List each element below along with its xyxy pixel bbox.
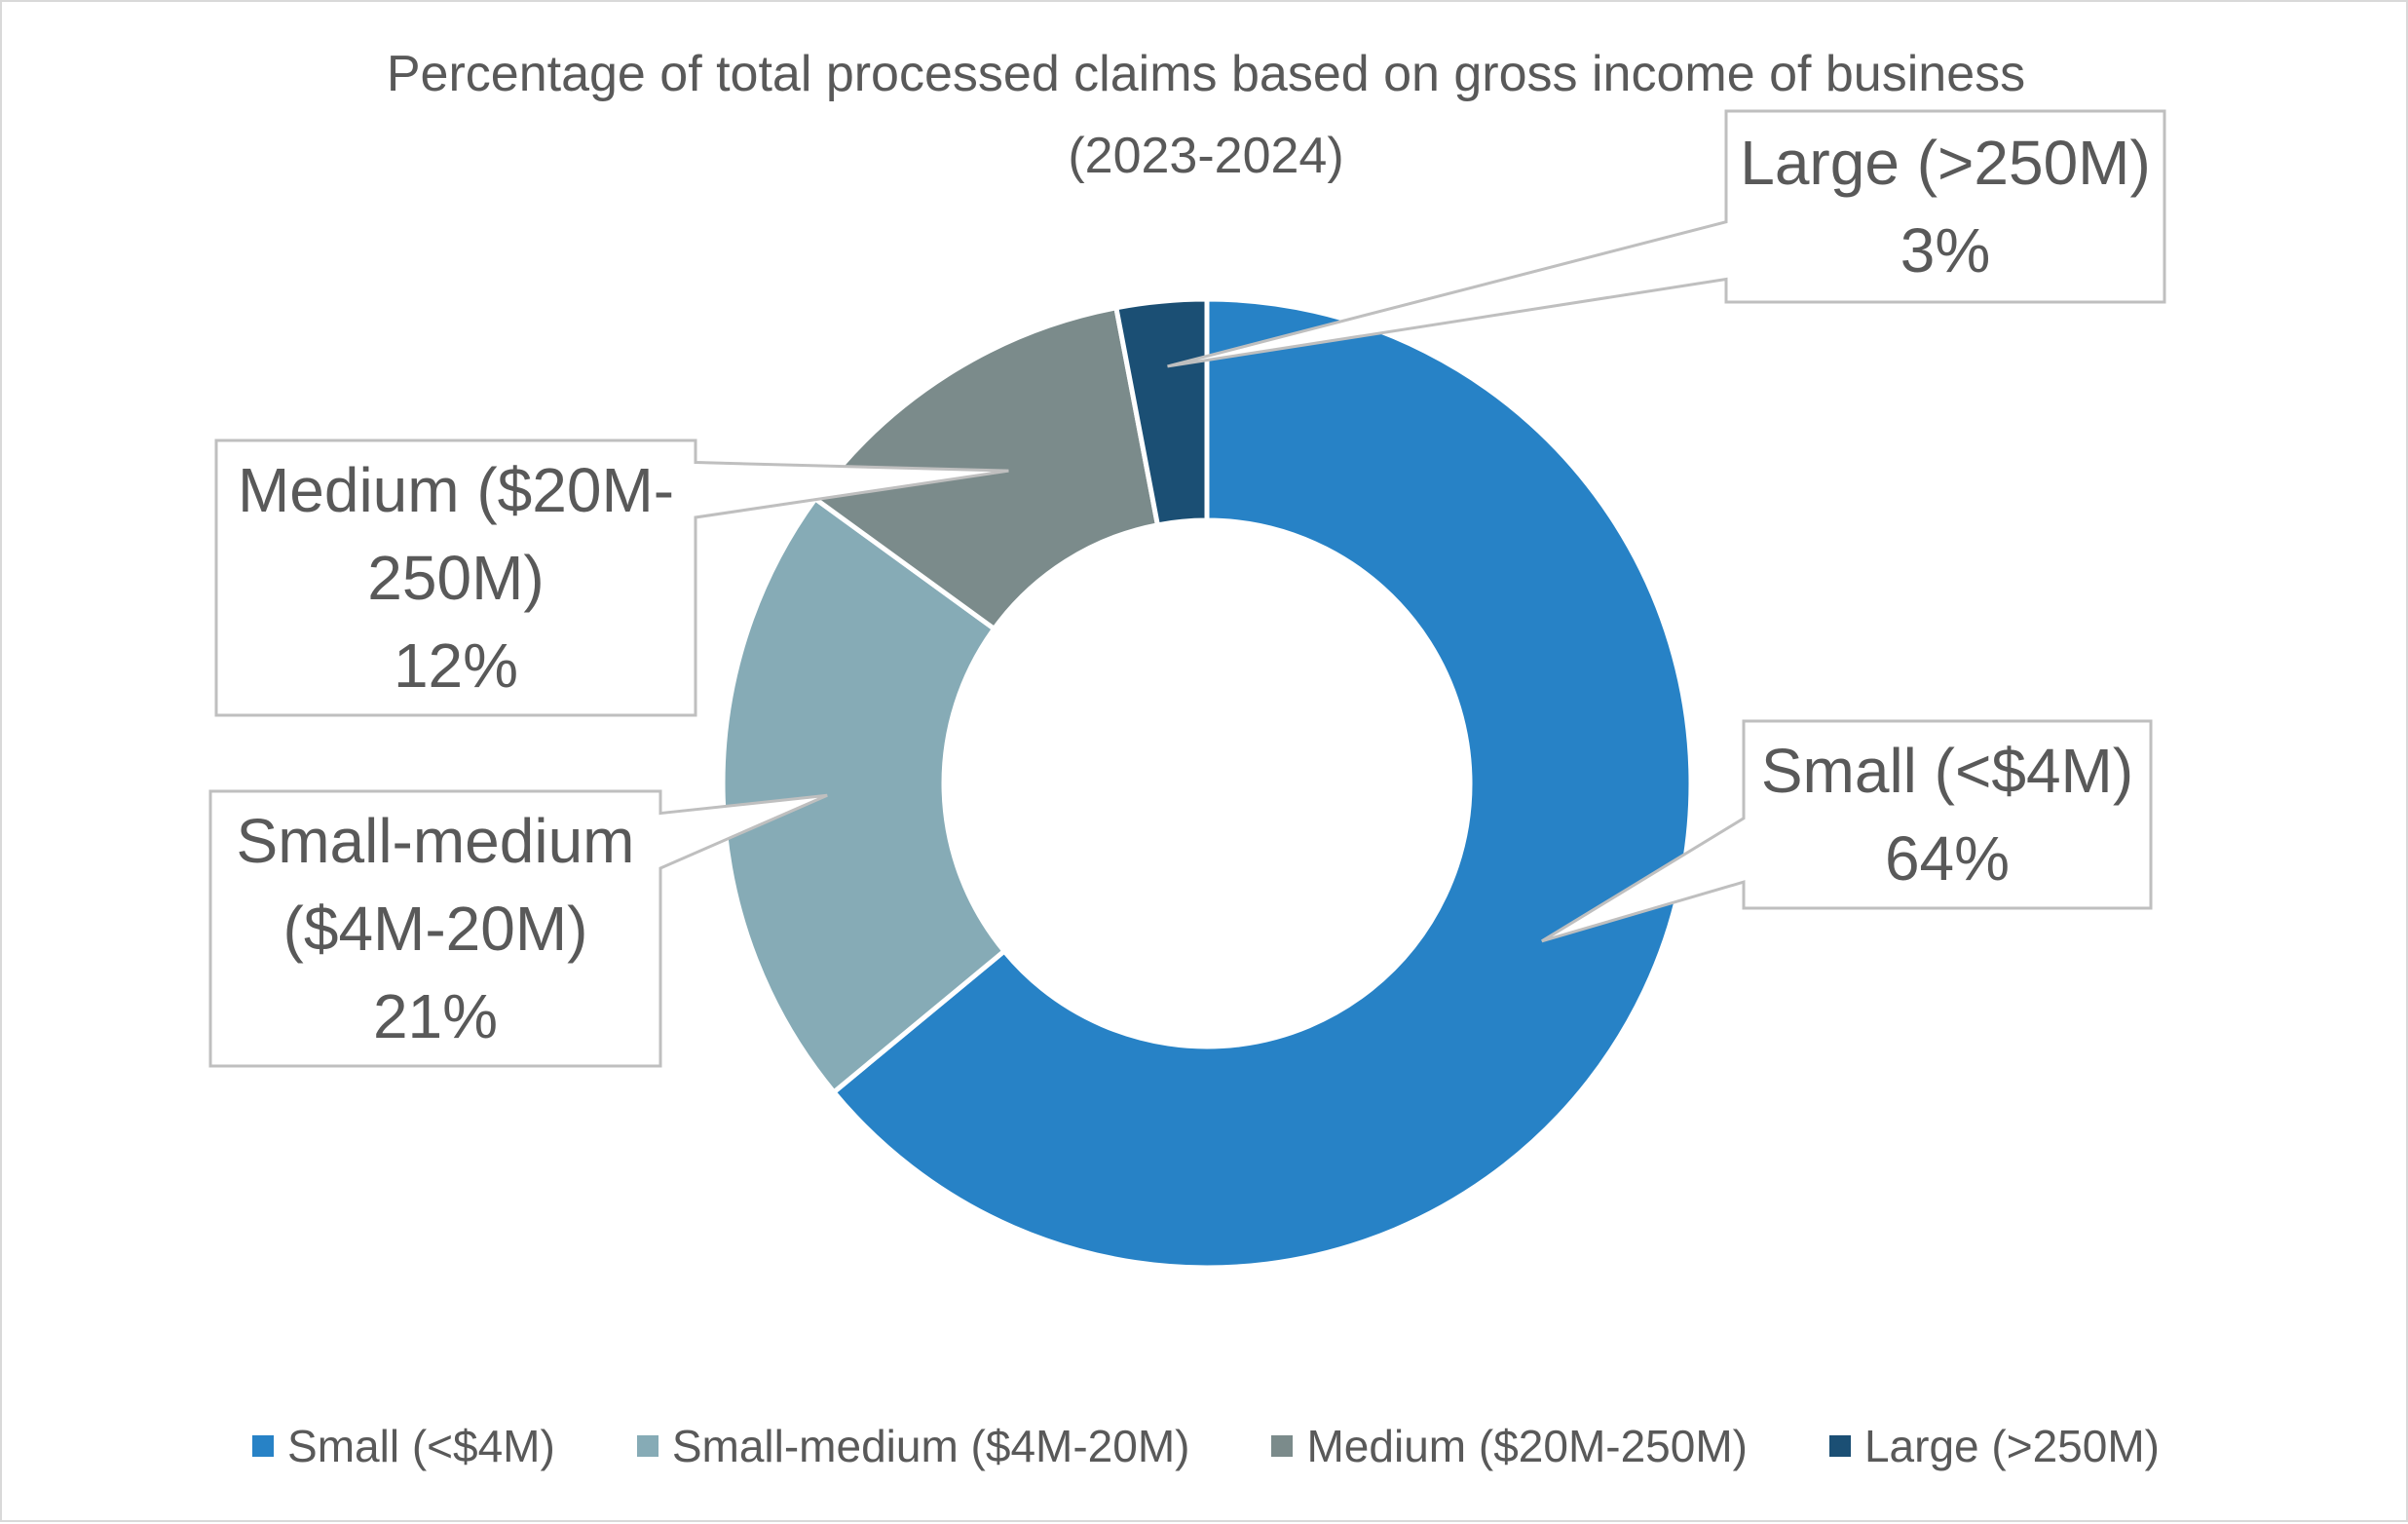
- legend-swatch: [1828, 1435, 1851, 1457]
- chart-title-line-1: Percentage of total processed claims bas…: [386, 46, 2026, 102]
- legend-swatch: [1271, 1435, 1294, 1457]
- legend-label: Small (<$4M): [287, 1421, 555, 1471]
- donut-slice-2: [811, 304, 1161, 632]
- data-label-category-line: Small (<$4M): [1760, 736, 2134, 806]
- data-label-0: Small (<$4M) 64%: [1744, 727, 2151, 902]
- donut-slice-3: [1112, 296, 1210, 528]
- data-label-percent: 21%: [372, 981, 499, 1051]
- data-label-2: Medium ($20M- 250M) 12%: [216, 446, 696, 709]
- donut-slice-0: [830, 296, 1694, 1271]
- data-label-category-line: Small-medium: [236, 806, 635, 876]
- data-label-category-line: Large (>250M): [1740, 128, 2151, 198]
- data-label-category-line: 250M): [367, 543, 545, 613]
- chart-title-line-2: (2023-2024): [1068, 128, 1344, 184]
- legend-label: Large (>250M): [1863, 1421, 2160, 1471]
- data-label-category-line: Medium ($20M-: [237, 455, 675, 525]
- data-label-percent: 64%: [1884, 823, 2011, 894]
- legend-entry-1: Small-medium ($4M-20M): [636, 1420, 1190, 1472]
- legend-entry-3: Large (>250M): [1828, 1420, 2160, 1472]
- data-label-percent: 3%: [1900, 215, 1991, 286]
- legend-swatch: [636, 1435, 658, 1457]
- data-label-3: Large (>250M) 3%: [1726, 119, 2164, 294]
- legend-label: Small-medium ($4M-20M): [671, 1421, 1190, 1471]
- data-label-callout-0: [1541, 719, 2153, 943]
- legend-entry-2: Medium ($20M-250M): [1271, 1420, 1748, 1472]
- legend-entry-0: Small (<$4M): [252, 1420, 555, 1472]
- data-label-1: Small-medium ($4M-20M) 21%: [210, 797, 660, 1060]
- legend: Small (<$4M) Small-medium ($4M-20M) Medium…: [2, 1420, 2408, 1472]
- data-label-callout-1: [208, 789, 828, 1068]
- data-label-callout-2: [214, 438, 1009, 717]
- data-label-percent: 12%: [393, 630, 519, 701]
- data-label-callout-3: [1167, 109, 2166, 368]
- data-label-category-line: ($4M-20M): [282, 894, 588, 964]
- donut-slice-1: [720, 495, 1008, 1096]
- legend-label: Medium ($20M-250M): [1306, 1421, 1748, 1471]
- legend-swatch: [252, 1435, 275, 1457]
